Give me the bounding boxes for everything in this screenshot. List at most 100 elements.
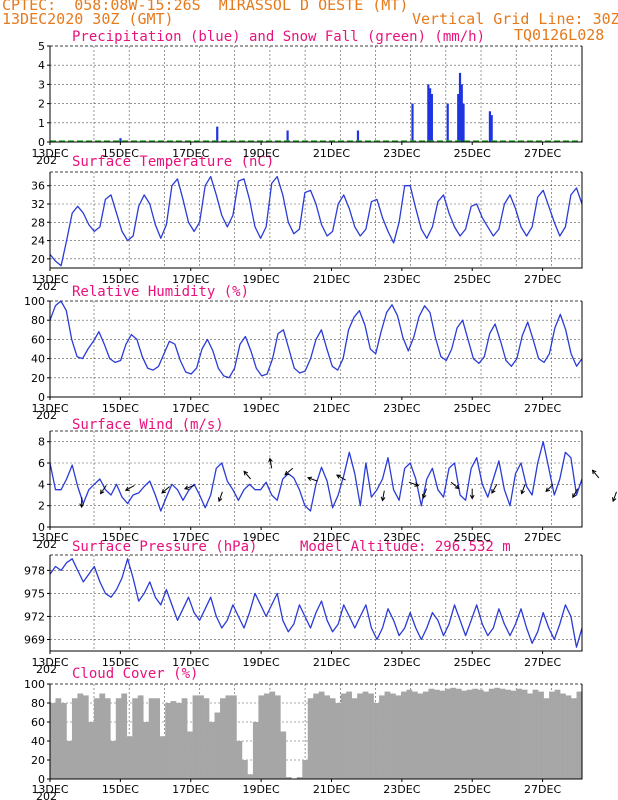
wind-xtick-label: 15DEC xyxy=(102,531,139,544)
rh-ytick-label: 60 xyxy=(31,333,45,346)
temp-xtick-label: 17DEC xyxy=(172,273,209,286)
cloud-bar xyxy=(499,688,506,779)
cloud-bar xyxy=(401,691,407,779)
wind-xtick-label: 23DEC xyxy=(383,531,420,544)
wind-arrow xyxy=(469,488,475,500)
cloud-xtick-label: 23DEC xyxy=(383,783,420,796)
precip-bar xyxy=(356,130,360,142)
cloud-bar xyxy=(362,691,369,779)
wind-arrow xyxy=(161,486,170,494)
cloud-ytick-label: 100 xyxy=(24,678,45,691)
temp-ytick-label: 20 xyxy=(31,253,45,266)
cloud-bar xyxy=(351,698,358,779)
pres-ytick-label: 978 xyxy=(24,564,45,577)
precip-bar xyxy=(490,115,493,142)
cloud-bar xyxy=(104,698,111,779)
pressure-model-altitude: Model Altitude: 296.532 m xyxy=(300,539,511,555)
cloud-bar xyxy=(565,695,572,779)
cloud-bar xyxy=(93,698,100,779)
wind-ytick-label: 6 xyxy=(38,457,45,470)
cloud-bar xyxy=(71,698,78,779)
pres-ytick-label: 972 xyxy=(24,610,45,623)
panel-title-temperature: Surface Temperature (nC) xyxy=(72,154,275,170)
cloud-bar xyxy=(225,695,232,779)
cloud-bar xyxy=(220,698,226,779)
wind-arrow xyxy=(450,481,460,490)
cloud-bar xyxy=(252,722,259,779)
cloud-bar xyxy=(214,712,221,779)
rh-xtick-label: 27DEC xyxy=(524,402,561,415)
pres-xtick-label: 23DEC xyxy=(383,656,420,669)
pres-series-line xyxy=(49,558,583,648)
wind-arrow xyxy=(545,483,554,493)
rh-axes-frame xyxy=(49,301,583,398)
rh-xtick-label: 21DEC xyxy=(313,402,350,415)
wind-arrow xyxy=(491,484,498,494)
wind-year-fragment: 202 xyxy=(36,538,57,551)
pres-xtick-label: 25DEC xyxy=(454,656,491,669)
wind-arrow xyxy=(307,476,318,482)
cloud-bar xyxy=(318,691,325,779)
header-station: CPTEC: 058:08W-15:26S MIRASSOL D OESTE (… xyxy=(2,0,409,14)
cloud-bar xyxy=(99,693,106,779)
wind-xtick-label: 19DEC xyxy=(243,531,280,544)
rh-series-line xyxy=(49,300,583,379)
wind-arrow xyxy=(217,491,223,503)
cloud-bar xyxy=(236,741,243,779)
cloud-xtick-label: 15DEC xyxy=(102,783,139,796)
cloud-bar xyxy=(307,698,314,779)
wind-ytick-label: 2 xyxy=(38,500,45,513)
cloud-bar xyxy=(521,689,528,779)
rh-year-fragment: 202 xyxy=(36,409,57,422)
precip-xtick-label: 13DEC xyxy=(31,147,68,160)
cloud-bar xyxy=(143,722,150,779)
cloud-bar xyxy=(50,703,56,779)
cloud-bar xyxy=(444,688,451,779)
temp-ytick-label: 32 xyxy=(31,198,45,211)
precip-bar xyxy=(457,94,460,142)
panel-title-wind: Surface Wind (m/s) xyxy=(72,417,224,433)
wind-xtick-label: 27DEC xyxy=(524,531,561,544)
cloud-xtick-label: 19DEC xyxy=(243,783,280,796)
precip-xtick-label: 15DEC xyxy=(102,147,139,160)
cloud-bar xyxy=(154,698,160,779)
cloud-bar xyxy=(121,693,128,779)
cloud-bar xyxy=(335,703,341,779)
wind-xtick-label: 25DEC xyxy=(454,531,491,544)
panel-title-precipitation: Precipitation (blue) and Snow Fall (gree… xyxy=(72,29,486,45)
cloud-bar xyxy=(66,741,73,779)
cloud-bar xyxy=(406,689,413,779)
rh-xtick-label: 15DEC xyxy=(102,402,139,415)
cloud-bar xyxy=(576,691,583,779)
rh-xtick-label: 13DEC xyxy=(31,402,68,415)
cloud-bar xyxy=(192,695,199,779)
cloud-bar xyxy=(346,691,352,779)
cloud-ytick-label: 20 xyxy=(31,754,45,767)
precip-bar xyxy=(488,111,492,142)
cloud-xtick-label: 27DEC xyxy=(524,783,561,796)
temp-xtick-label: 15DEC xyxy=(102,273,139,286)
cloud-bar xyxy=(88,722,95,779)
wind-arrow xyxy=(422,488,427,499)
cloud-bar xyxy=(241,760,248,779)
temp-xtick-label: 21DEC xyxy=(313,273,350,286)
cloud-bar xyxy=(384,691,391,779)
cloud-bar xyxy=(450,687,457,779)
cloud-bar xyxy=(554,689,561,779)
cloud-bar xyxy=(247,774,254,779)
temp-series-line xyxy=(49,175,583,267)
precip-xtick-label: 21DEC xyxy=(313,147,350,160)
cloud-bar xyxy=(159,736,166,779)
cloud-bar xyxy=(417,693,424,779)
pres-ytick-label: 975 xyxy=(24,587,45,600)
pres-xtick-label: 15DEC xyxy=(102,656,139,669)
precip-bar xyxy=(460,84,463,142)
cloud-bar xyxy=(538,691,544,779)
cloud-bar xyxy=(187,731,193,779)
precip-bar xyxy=(429,88,432,142)
wind-arrow xyxy=(284,467,294,476)
wind-arrow xyxy=(79,497,85,509)
cloud-bar xyxy=(296,777,303,779)
cloud-bar xyxy=(258,695,265,779)
cloud-bar xyxy=(379,695,385,779)
